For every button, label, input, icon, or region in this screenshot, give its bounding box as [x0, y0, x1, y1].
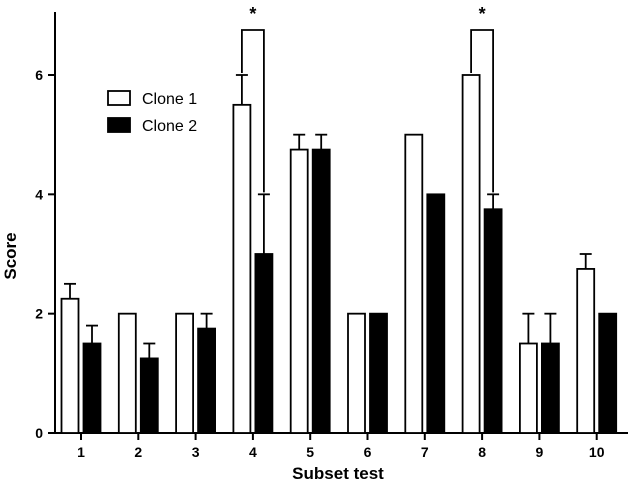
bar-clone-1 — [117, 312, 137, 434]
bar-clone-2 — [311, 148, 331, 434]
y-tick-label: 0 — [35, 425, 43, 441]
bar-clone-1 — [175, 312, 195, 434]
x-axis-title: Subset test — [292, 464, 384, 483]
bar-clone-2 — [369, 312, 388, 434]
bar-clone-2 — [598, 312, 618, 434]
x-tick-label: 2 — [134, 444, 142, 460]
legend-label: Clone 2 — [142, 118, 197, 135]
significance-bracket — [240, 29, 265, 193]
bar-clone-1 — [232, 103, 252, 434]
bar-clone-1 — [347, 312, 366, 434]
bar-clone-2 — [483, 208, 503, 434]
x-tick-label: 10 — [589, 444, 605, 460]
x-tick-label: 9 — [536, 444, 544, 460]
bar-clone-1 — [404, 133, 424, 434]
bar-clone-1 — [461, 74, 481, 434]
bar-clone-1 — [519, 342, 538, 434]
significance-annotations: * * — [240, 4, 495, 193]
bar-clone-1 — [289, 148, 309, 434]
x-tick-label: 6 — [364, 444, 372, 460]
legend-label: Clone 1 — [142, 91, 197, 108]
y-tick-label: 6 — [35, 67, 43, 83]
x-tick-label: 5 — [306, 444, 314, 460]
x-tick-label: 3 — [192, 444, 200, 460]
bar-clone-2 — [197, 327, 217, 434]
bar-clone-2 — [254, 253, 274, 434]
x-tick-label: 1 — [77, 444, 85, 460]
significance-marker: * — [249, 4, 256, 24]
x-tick-label: 7 — [421, 444, 429, 460]
y-tick-label: 2 — [35, 306, 43, 322]
bar-clone-2 — [541, 342, 560, 434]
y-axis-title: Score — [1, 232, 20, 279]
bar-clone-2 — [82, 342, 102, 434]
legend-swatch — [107, 90, 131, 106]
significance-marker: * — [479, 4, 486, 24]
x-tick-label: 8 — [478, 444, 486, 460]
bar-clone-1 — [576, 268, 596, 434]
bars — [60, 74, 618, 434]
legend: Clone 1 Clone 2 — [107, 90, 197, 135]
significance-bracket — [470, 29, 495, 193]
bar-clone-2 — [139, 357, 159, 434]
legend-swatch — [107, 117, 131, 133]
bar-clone-2 — [426, 193, 446, 434]
x-tick-label: 4 — [249, 444, 257, 460]
bar-clone-1 — [60, 297, 80, 434]
y-tick-label: 4 — [35, 186, 43, 202]
